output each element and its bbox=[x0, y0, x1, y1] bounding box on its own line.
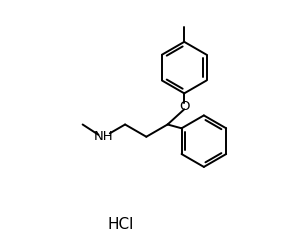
Text: HCl: HCl bbox=[108, 217, 134, 232]
Text: O: O bbox=[179, 100, 189, 113]
Text: NH: NH bbox=[94, 130, 114, 143]
